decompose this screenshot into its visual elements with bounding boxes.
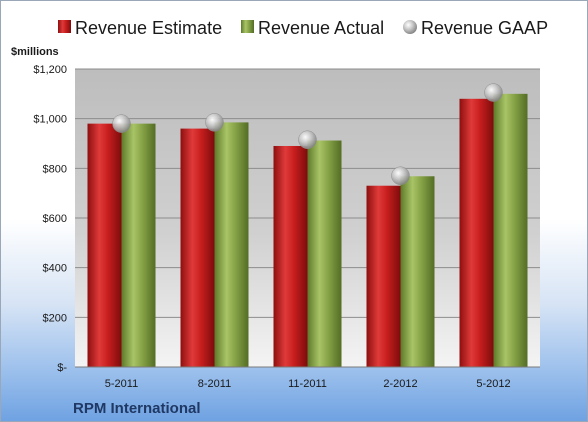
legend-label-revenue-estimate: Revenue Estimate xyxy=(75,18,222,38)
y-tick-label: $400 xyxy=(43,263,67,275)
marker-revenue-gaap xyxy=(391,166,410,186)
legend-label-revenue-actual: Revenue Actual xyxy=(258,18,384,38)
bar-revenue-estimate xyxy=(366,185,401,367)
gaap-markers xyxy=(112,83,503,186)
x-tick-label: 5-2011 xyxy=(105,378,138,390)
legend-swatch-revenue-estimate xyxy=(58,20,71,33)
y-tick-label: $600 xyxy=(43,213,67,225)
bar-revenue-actual xyxy=(307,140,342,367)
bar-revenue-actual xyxy=(400,176,435,367)
company-name: RPM International xyxy=(73,400,201,417)
bar-revenue-actual xyxy=(493,93,528,367)
legend-swatch-revenue-actual xyxy=(241,20,254,33)
bar-revenue-estimate xyxy=(180,128,215,367)
y-axis-unit-label: $millions xyxy=(11,46,59,58)
y-tick-label: $- xyxy=(57,362,67,374)
marker-revenue-gaap xyxy=(298,130,317,150)
bar-revenue-estimate xyxy=(273,145,308,367)
bar-revenue-actual xyxy=(121,123,156,367)
y-tick-label: $200 xyxy=(43,312,67,324)
x-axis-ticks: 5-2011 8-2011 11-2011 2-2012 5-2012 xyxy=(105,378,511,390)
x-tick-label: 11-2011 xyxy=(288,378,327,390)
bar-revenue-estimate xyxy=(87,123,122,367)
y-tick-label: $1,200 xyxy=(33,64,67,76)
x-tick-label: 8-2011 xyxy=(198,378,231,390)
y-tick-label: $1,000 xyxy=(33,114,67,126)
bar-revenue-actual xyxy=(214,122,249,368)
bar-revenue-estimate xyxy=(459,98,494,368)
x-tick-label: 2-2012 xyxy=(383,378,417,390)
bars xyxy=(87,93,528,368)
marker-revenue-gaap xyxy=(484,83,503,102)
y-axis-ticks: $- $200 $400 $600 $800 $1,000 $1,200 xyxy=(33,64,67,374)
marker-revenue-gaap xyxy=(112,114,131,133)
y-tick-label: $800 xyxy=(43,163,67,175)
marker-revenue-gaap xyxy=(205,113,224,132)
legend: Revenue Estimate Revenue Actual Revenue … xyxy=(58,18,548,38)
legend-label-revenue-gaap: Revenue GAAP xyxy=(421,18,548,38)
legend-marker-revenue-gaap xyxy=(403,20,417,34)
x-tick-label: 5-2012 xyxy=(476,378,510,390)
